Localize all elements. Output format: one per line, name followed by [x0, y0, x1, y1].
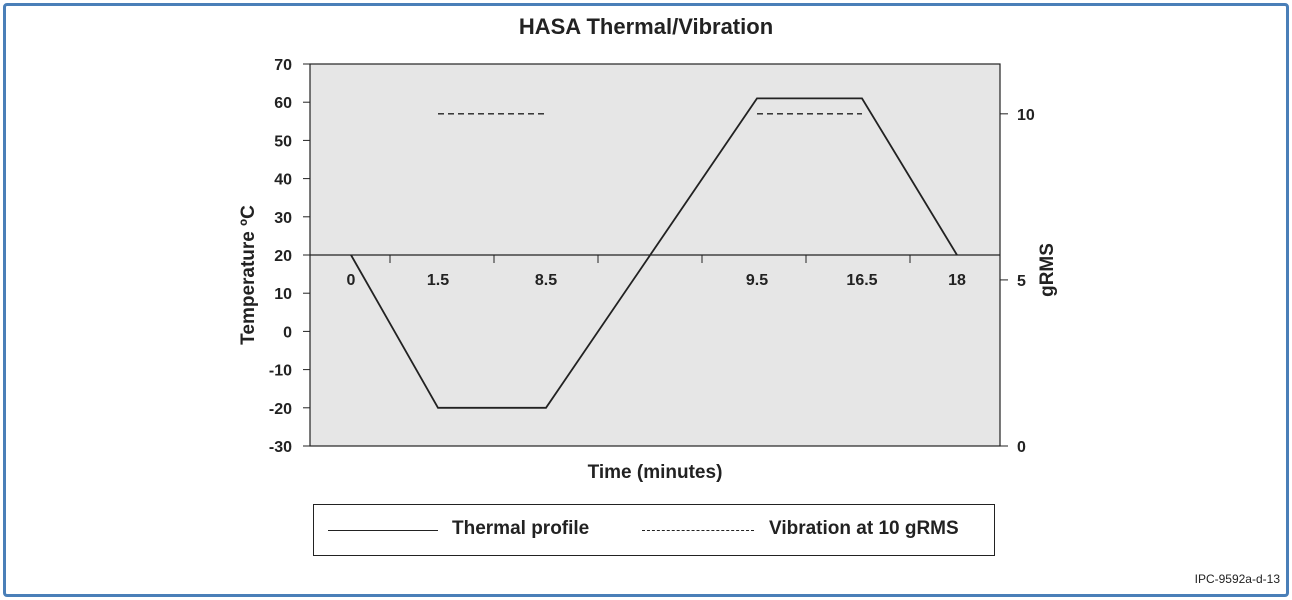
y-right-tick-label: 0 [1017, 439, 1026, 456]
x-axis-title: Time (minutes) [588, 462, 723, 483]
legend-thermal-label: Thermal profile [452, 518, 590, 539]
chart-title: HASA Thermal/Vibration [518, 14, 774, 39]
x-tick-label: 18 [948, 272, 966, 289]
x-tick-label: 8.5 [535, 272, 557, 289]
y-left-tick-label: 70 [274, 57, 292, 74]
x-tick-label: 9.5 [746, 272, 768, 289]
figure-id: IPC-9592a-d-13 [1194, 572, 1280, 586]
y-right-tick-label: 5 [1017, 273, 1026, 290]
legend-thermal-swatch [328, 530, 438, 531]
y-left-tick-label: 50 [274, 133, 292, 150]
y-left-axis-title: Temperature ºC [238, 205, 259, 345]
y-right-axis-title: gRMS [1037, 243, 1058, 297]
series-thermal-profile [350, 97, 958, 409]
x-tick-label: 1.5 [427, 272, 449, 289]
x-tick-label: 0 [347, 272, 356, 289]
y-left-tick-label: 20 [274, 248, 292, 265]
x-tick-label: 16.5 [846, 272, 877, 289]
y-left-tick-label: 10 [274, 286, 292, 303]
y-left-tick-label: -20 [269, 401, 292, 418]
y-left-tick-label: 40 [274, 172, 292, 189]
chart-legend: Thermal profile Vibration at 10 gRMS [313, 504, 995, 556]
y-left-tick-label: 30 [274, 210, 292, 227]
y-left-tick-label: -10 [269, 363, 292, 380]
y-left-tick-label: 60 [274, 95, 292, 112]
y-left-tick-label: -30 [269, 439, 292, 456]
legend-vibration-label: Vibration at 10 gRMS [769, 518, 959, 539]
y-left-tick-label: 0 [283, 324, 292, 341]
y-right-tick-label: 10 [1017, 107, 1035, 124]
legend-vibration-swatch [642, 530, 754, 531]
